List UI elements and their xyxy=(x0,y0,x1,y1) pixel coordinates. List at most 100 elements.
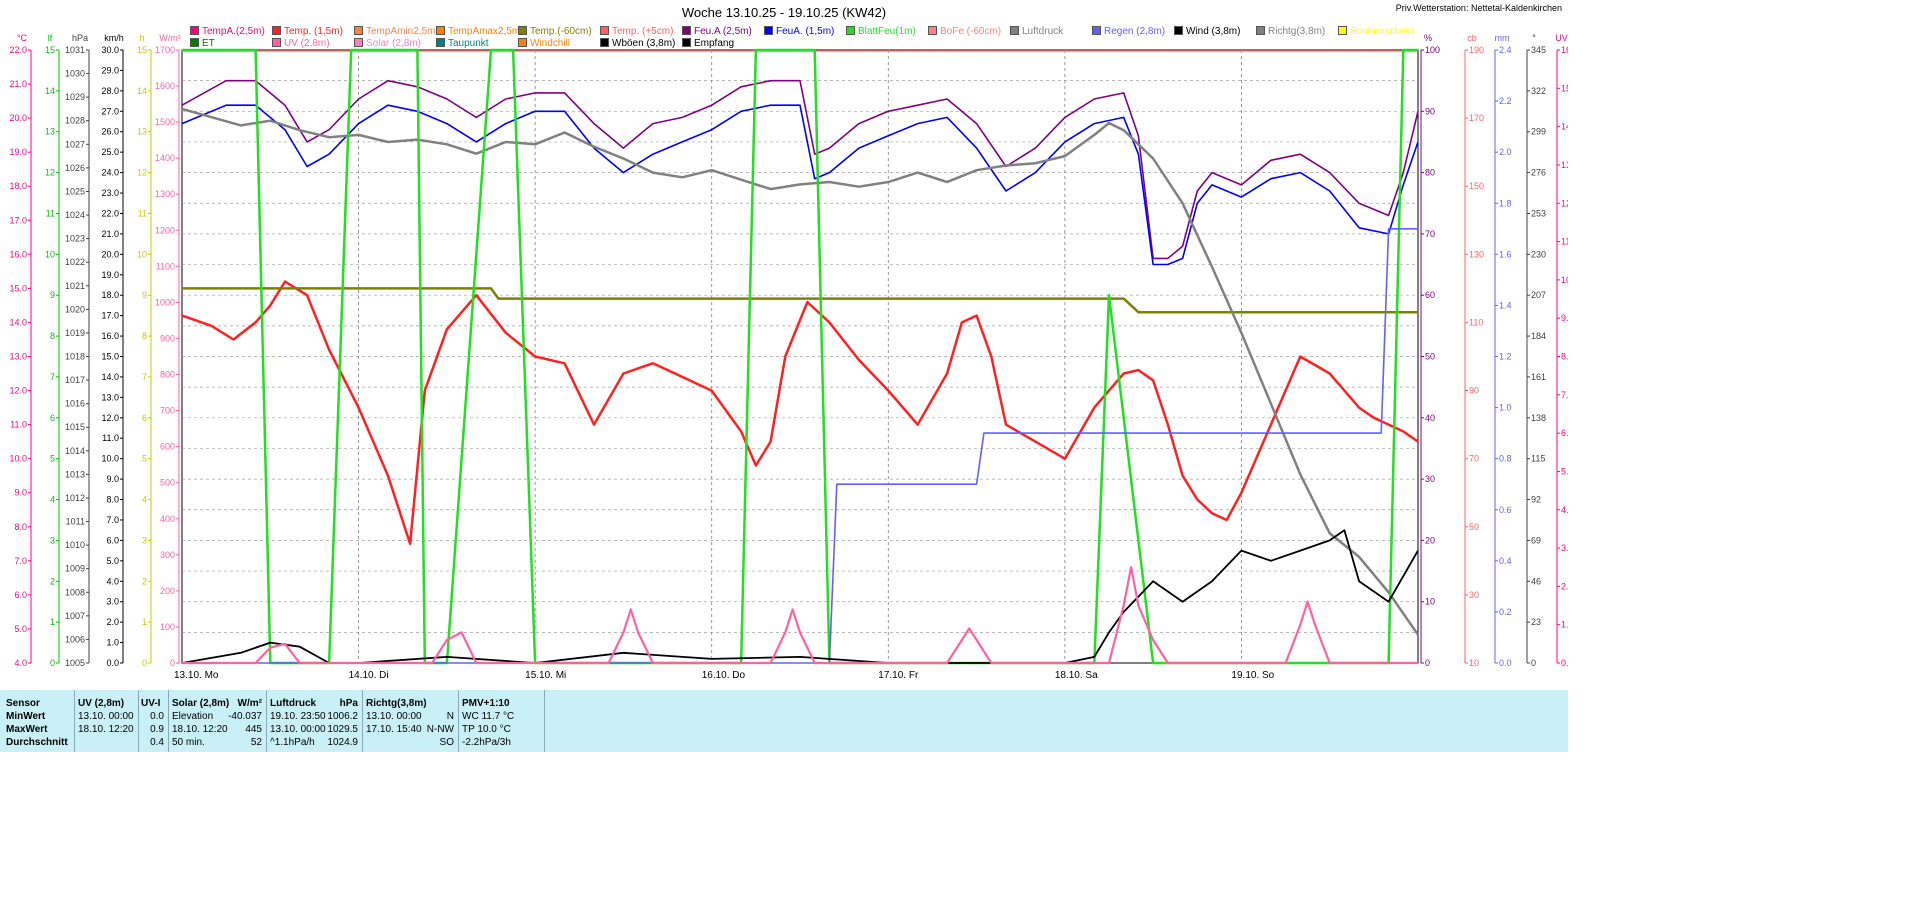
left-axis-tick-label: 1013 xyxy=(65,469,85,479)
legend-item: Temp. (+5cm) xyxy=(600,26,673,37)
left-axis-tick-label: 12.0 xyxy=(9,386,27,396)
left-axis-tick-label: 7.0 xyxy=(14,556,27,566)
left-axis-tick-label: 7 xyxy=(142,372,147,382)
right-axis-tick-label: 138 xyxy=(1531,413,1546,423)
legend-item: Solar (2,8m) xyxy=(354,38,421,49)
right-axis-tick-label: 70 xyxy=(1425,229,1435,239)
left-axis-tick-label: 1022 xyxy=(65,257,85,267)
left-axis-unit: W/m² xyxy=(159,33,181,43)
right-axis-tick-label: 4.0 xyxy=(1561,505,1568,515)
right-axis-tick-label: 0.2 xyxy=(1499,607,1512,617)
legend-swatch xyxy=(600,38,609,47)
legend-item: Taupunkt xyxy=(436,38,489,49)
left-axis-tick-label: 1016 xyxy=(65,399,85,409)
footer-luftdruck-max-val: 1029.5 xyxy=(327,724,358,735)
left-axis-tick-label: 1025 xyxy=(65,186,85,196)
right-axis-tick-label: 2.0 xyxy=(1499,147,1512,157)
right-axis-tick-label: 299 xyxy=(1531,127,1546,137)
left-axis-tick-label: 0 xyxy=(50,658,55,668)
legend-swatch xyxy=(1338,26,1347,35)
left-axis-tick-label: 8.0 xyxy=(106,495,119,505)
series-line-temp-1-5m xyxy=(181,280,1419,546)
legend-swatch xyxy=(764,26,773,35)
left-axis-tick-label: 1015 xyxy=(65,422,85,432)
right-axis-tick-label: 230 xyxy=(1531,249,1546,259)
right-axis-tick-label: 70 xyxy=(1469,454,1479,464)
right-axis-tick-label: 1.6 xyxy=(1499,249,1512,259)
footer-luftdruck-max-time: 13.10. 00:00 xyxy=(270,724,326,735)
legend-label: Sonnenschein xyxy=(1350,26,1414,37)
footer-pmv-tp: TP 10.0 °C xyxy=(462,724,511,735)
legend-item: Wböen (3,8m) xyxy=(600,38,675,49)
right-axis-tick-label: 345 xyxy=(1531,45,1546,55)
footer-avg-label: Durchschnitt xyxy=(6,737,68,748)
footer-richtg-max-time: 17.10. 15:40 xyxy=(366,724,422,735)
legend-swatch xyxy=(436,38,445,47)
legend-label: Temp. (1,5m) xyxy=(284,26,343,37)
legend-item: Sonnenschein xyxy=(1338,26,1413,37)
left-axis-tick-label: 14.0 xyxy=(9,317,27,327)
legend-item: TempAmin2,5m xyxy=(354,26,435,37)
footer-luftdruck-unit: hPa xyxy=(339,698,358,709)
left-axis-tick-label: 22.0 xyxy=(101,208,119,218)
left-axis-tick-label: 18.0 xyxy=(9,181,27,191)
legend-label: TempA.(2,5m) xyxy=(202,26,265,37)
legend-item: Luftdruck xyxy=(1010,26,1063,37)
series-line-blattfeu-1m xyxy=(182,48,1418,665)
left-axis-tick-label: 13.0 xyxy=(101,392,119,402)
left-axis-tick-label: 2.0 xyxy=(106,617,119,627)
right-axis-tick-label: 1.0 xyxy=(1561,620,1568,630)
right-axis-tick-label: 2.0 xyxy=(1561,581,1568,591)
legend-item: TempAmax2,5m xyxy=(436,26,520,37)
legend-item: BlattFeu(1m) xyxy=(846,26,916,37)
right-axis-tick-label: 322 xyxy=(1531,86,1546,96)
legend-label: FeuA. (1,5m) xyxy=(776,26,835,37)
right-axis-tick-label: 0.8 xyxy=(1499,454,1512,464)
left-axis-tick-label: 1018 xyxy=(65,352,85,362)
left-axis-tick-label: 1300 xyxy=(155,189,175,199)
left-axis-unit: hPa xyxy=(72,33,88,43)
legend-label: Richtg(3,8m) xyxy=(1268,26,1326,37)
footer-solar-unit: W/m² xyxy=(237,698,262,709)
legend-label: Luftdruck xyxy=(1022,26,1064,37)
left-axis-tick-label: 1020 xyxy=(65,304,85,314)
legend-swatch xyxy=(846,26,855,35)
left-axis-tick-label: 600 xyxy=(160,442,175,452)
right-axis-tick-label: 20 xyxy=(1425,535,1435,545)
right-axis-tick-label: 92 xyxy=(1531,495,1541,505)
left-axis-tick-label: 24.0 xyxy=(101,168,119,178)
right-axis-tick-label: 50 xyxy=(1425,352,1435,362)
left-axis-tick-label: 4 xyxy=(50,495,55,505)
left-axis-tick-label: 10 xyxy=(45,249,55,259)
left-axis-tick-label: 27.0 xyxy=(101,106,119,116)
left-axes: °C22.021.020.019.018.017.016.015.014.013… xyxy=(9,33,180,668)
left-axis-tick-label: 10.0 xyxy=(9,454,27,464)
right-axis-tick-label: 10 xyxy=(1469,658,1479,668)
right-axis-unit: mm xyxy=(1495,33,1510,43)
left-axis-tick-label: 4.0 xyxy=(106,576,119,586)
left-axis-tick-label: 1100 xyxy=(156,261,175,271)
left-axis-tick-label: 1000 xyxy=(155,297,175,307)
right-axis-tick-label: 1.8 xyxy=(1499,198,1512,208)
left-axis-tick-label: 6 xyxy=(50,413,55,423)
legend-label: ET xyxy=(202,38,215,49)
left-axis-tick-label: 1200 xyxy=(155,225,175,235)
left-axis-tick-label: 1006 xyxy=(65,634,85,644)
left-axis-tick-label: 1023 xyxy=(65,234,85,244)
right-axis-tick-label: 15.0 xyxy=(1561,83,1568,93)
legend-label: Solar (2,8m) xyxy=(366,38,422,49)
legend-label: Taupunkt xyxy=(448,38,489,49)
footer-uv-max-val: 0.9 xyxy=(150,724,164,735)
left-axis-tick-label: 6.0 xyxy=(106,535,119,545)
legend-label: Wind (3,8m) xyxy=(1186,26,1241,37)
footer-max-label: MaxWert xyxy=(6,724,48,735)
footer-solar-r1-label: Elevation xyxy=(172,711,214,722)
right-axis-tick-label: 150 xyxy=(1469,181,1484,191)
left-axis-tick-label: 1700 xyxy=(155,45,175,55)
statistics-footer: Sensor MinWert MaxWert Durchschnitt UV (… xyxy=(0,690,1568,752)
right-axis-tick-label: 69 xyxy=(1531,535,1541,545)
left-axis-tick-label: 8 xyxy=(142,331,147,341)
left-axis-tick-label: 1600 xyxy=(155,81,175,91)
legend-item: Temp. (1,5m) xyxy=(272,26,343,37)
left-axis-unit: h xyxy=(139,33,144,43)
